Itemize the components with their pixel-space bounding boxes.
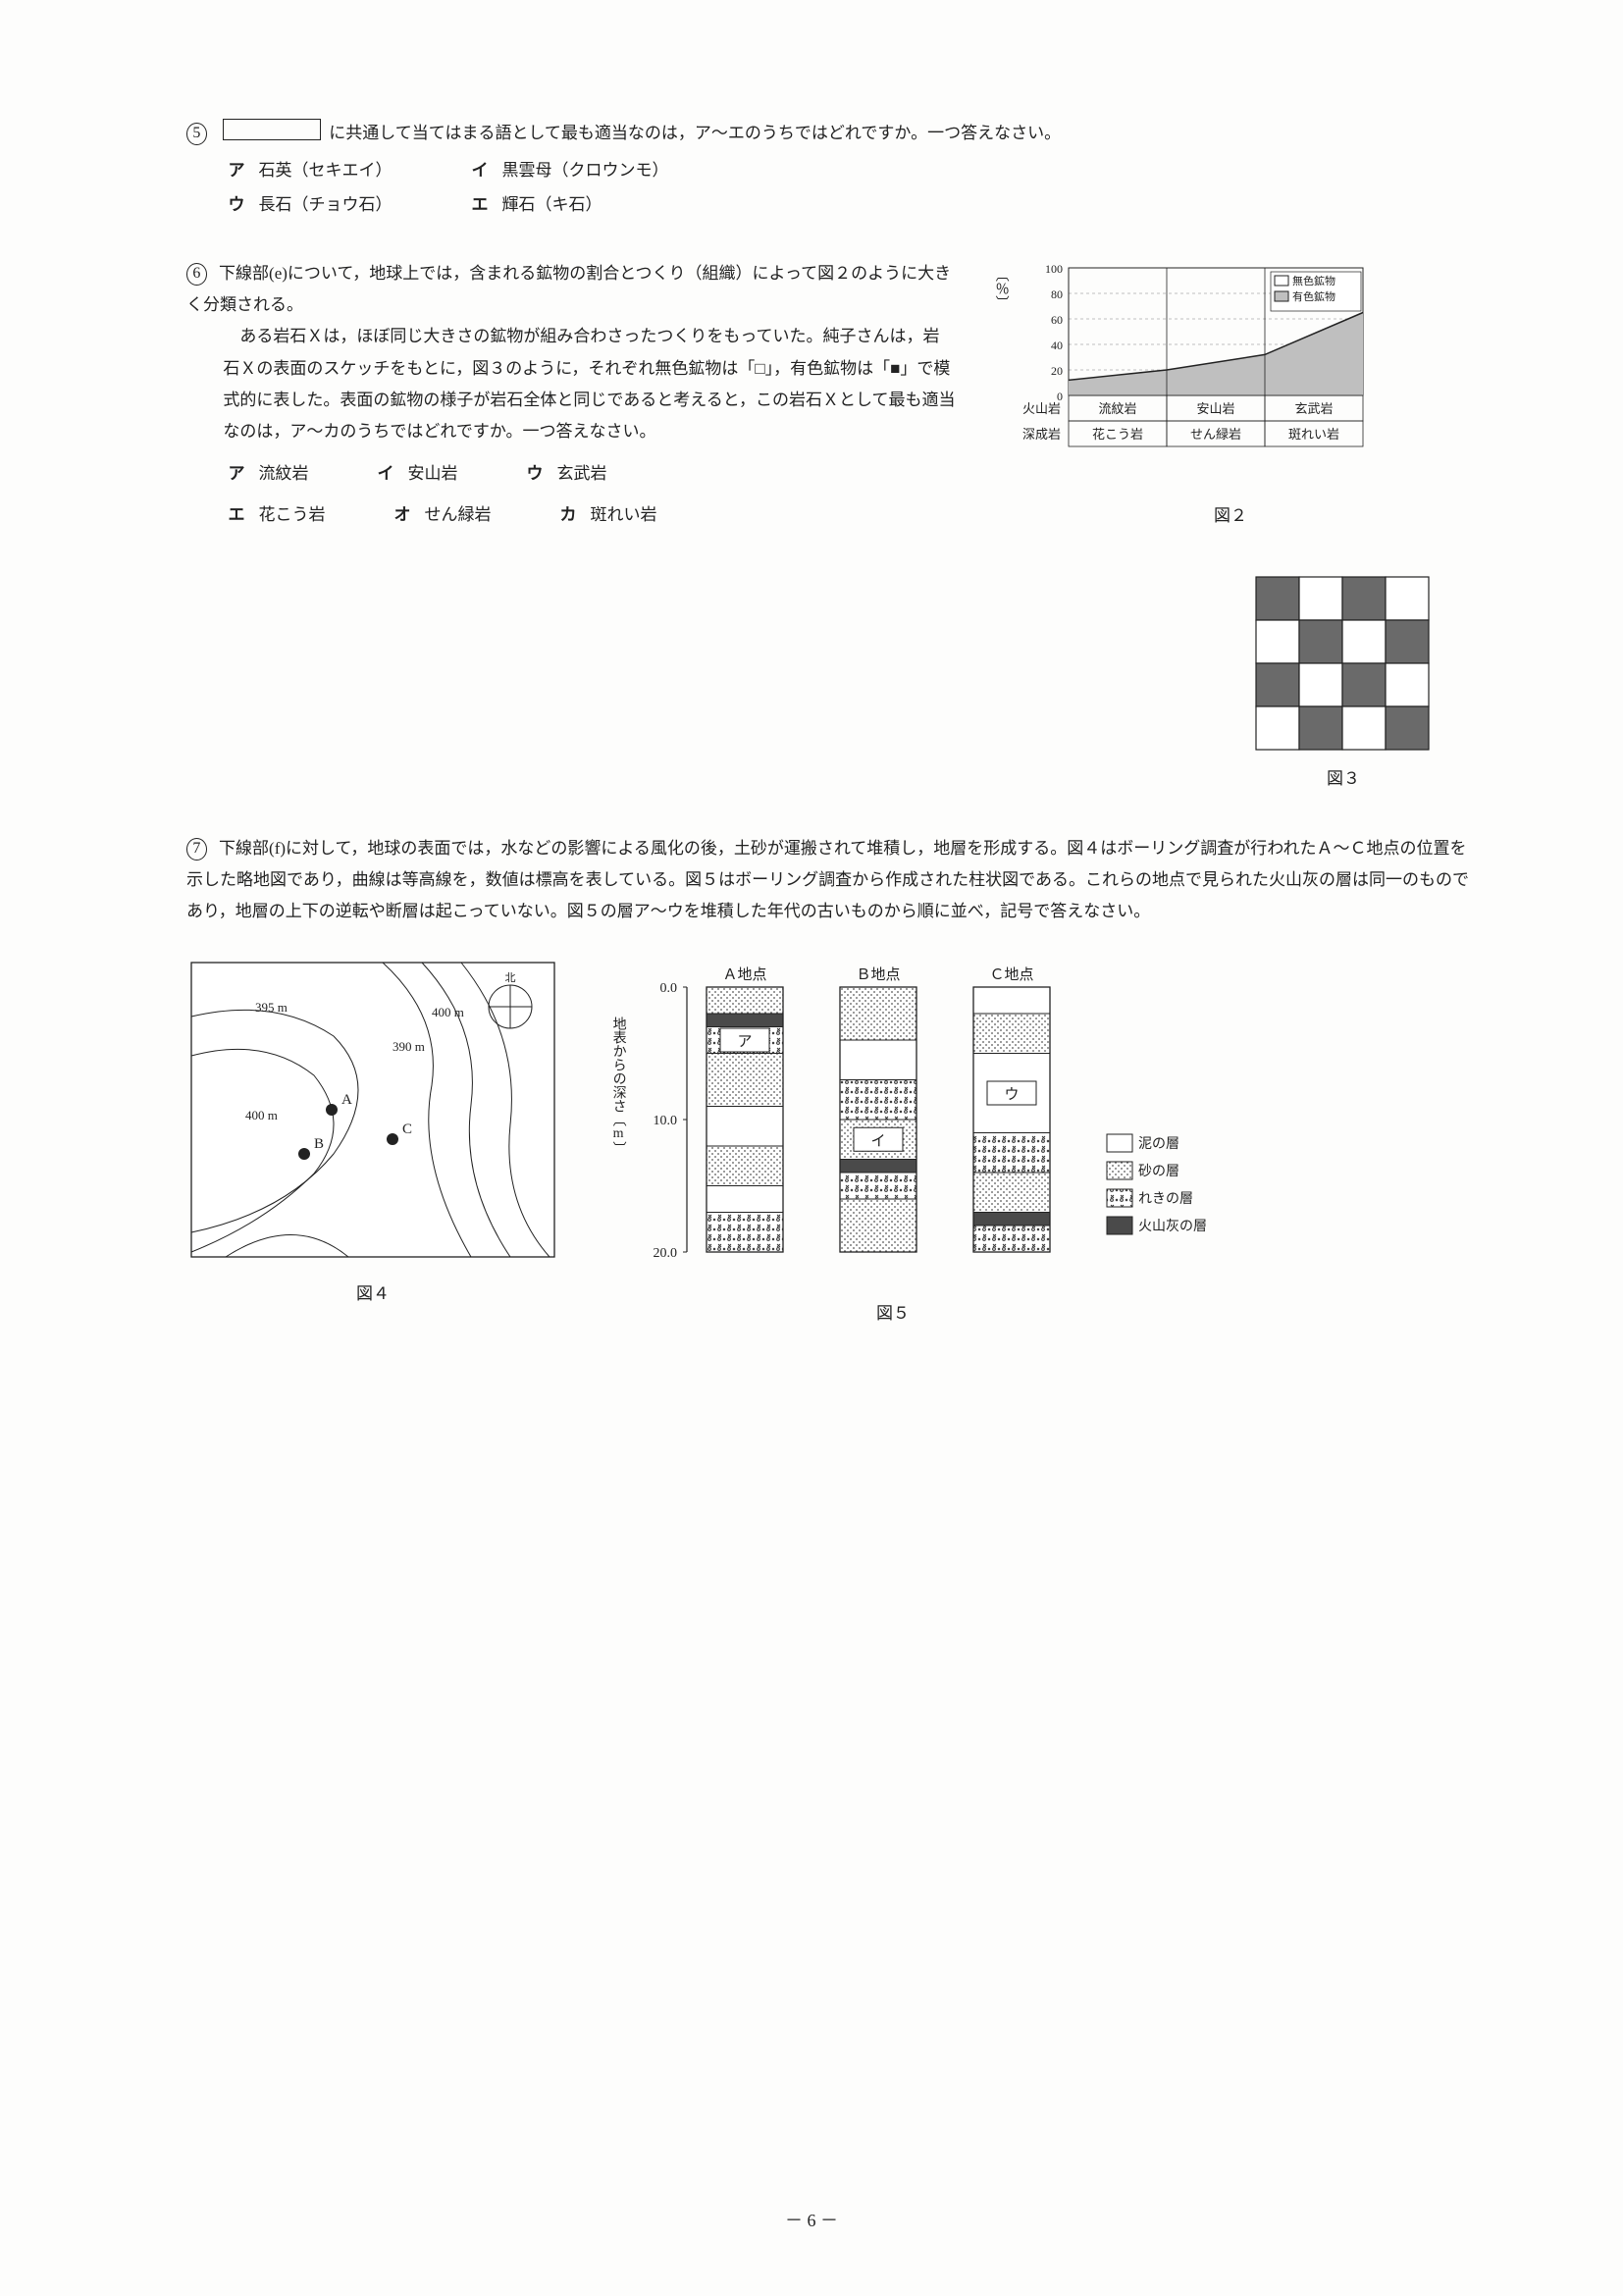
svg-text:ウ: ウ xyxy=(1004,1086,1019,1103)
svg-text:400 m: 400 m xyxy=(245,1108,278,1122)
svg-text:斑れい岩: 斑れい岩 xyxy=(1288,427,1339,442)
q6-para2: ある岩石Ｘは，ほぼ同じ大きさの鉱物が組み合わさったつくりをもっていた。純子さんは… xyxy=(186,321,956,447)
svg-text:20.0: 20.0 xyxy=(654,1246,678,1261)
question-5: 5 に共通して当てはまる語として最も適当なのは，ア〜エのうちではどれですか。一つ… xyxy=(186,118,1476,221)
q7-text: 下線部(f)に対して，地球の表面では，水などの影響による風化の後，土砂が運搬され… xyxy=(186,839,1469,921)
question-7: 7 下線部(f)に対して，地球の表面では，水などの影響による風化の後，土砂が運搬… xyxy=(186,833,1476,1330)
fig2-chart: 含まれる鉱物の割合〔％〕020406080100無色鉱物有色鉱物火山岩深成岩流紋… xyxy=(985,258,1456,484)
svg-text:火山岩: 火山岩 xyxy=(1022,401,1061,416)
svg-text:流紋岩: 流紋岩 xyxy=(1098,401,1136,416)
svg-text:ア: ア xyxy=(737,1034,752,1050)
q5-number: 5 xyxy=(186,123,207,145)
svg-text:A: A xyxy=(341,1092,352,1108)
q6-figures: 含まれる鉱物の割合〔％〕020406080100無色鉱物有色鉱物火山岩深成岩流紋… xyxy=(985,258,1476,796)
choice-5-i: イ黒雲母（クロウンモ） xyxy=(472,155,669,186)
question-6: 6 下線部(e)について，地球上では，含まれる鉱物の割合とつくり（組織）によって… xyxy=(186,258,1476,796)
choice-6-ka: カ斑れい岩 xyxy=(560,499,657,531)
svg-text:火山灰の層: 火山灰の層 xyxy=(1138,1219,1207,1234)
choice-6-e: エ花こう岩 xyxy=(229,499,326,531)
fig3-caption: 図３ xyxy=(1250,763,1437,795)
svg-text:イ: イ xyxy=(870,1133,885,1149)
q7-number: 7 xyxy=(186,838,207,861)
fig5-caption: 図５ xyxy=(442,1298,1344,1330)
svg-text:0.0: 0.0 xyxy=(660,981,678,996)
fig2-caption: 図２ xyxy=(985,500,1476,532)
svg-text:有色鉱物: 有色鉱物 xyxy=(1292,289,1335,303)
svg-text:390 m: 390 m xyxy=(393,1039,425,1054)
svg-text:砂の層: 砂の層 xyxy=(1138,1164,1179,1179)
q6-choices-row1: ア流紋岩 イ安山岩 ウ玄武岩 xyxy=(186,458,956,490)
q5-choices: ア石英（セキエイ） イ黒雲母（クロウンモ） ウ長石（チョウ石） エ輝石（キ石） xyxy=(186,155,1476,221)
q6-choices-row2: エ花こう岩 オせん緑岩 カ斑れい岩 xyxy=(186,499,956,531)
svg-text:玄武岩: 玄武岩 xyxy=(1294,401,1333,416)
q6-para1: 下線部(e)について，地球上では，含まれる鉱物の割合とつくり（組織）によって図２… xyxy=(186,264,951,314)
svg-text:安山岩: 安山岩 xyxy=(1196,401,1234,416)
svg-text:れきの層: れきの層 xyxy=(1138,1191,1193,1207)
q6-number: 6 xyxy=(186,263,207,286)
svg-text:20: 20 xyxy=(1051,364,1063,378)
svg-text:Ｃ地点: Ｃ地点 xyxy=(989,966,1033,983)
q6-body: 6 下線部(e)について，地球上では，含まれる鉱物の割合とつくり（組織）によって… xyxy=(186,258,956,531)
svg-text:B: B xyxy=(314,1136,324,1152)
svg-text:80: 80 xyxy=(1051,287,1063,301)
svg-text:40: 40 xyxy=(1051,339,1063,352)
figure-3: 図３ xyxy=(985,571,1476,795)
choice-6-a: ア流紋岩 xyxy=(229,458,309,490)
svg-text:395 m: 395 m xyxy=(255,1000,288,1015)
figure-5: 地表からの深さ〔m〕0.010.020.0Ａ地点アＢ地点イＣ地点ウ泥の層砂の層れ… xyxy=(599,958,1344,1331)
choice-6-o: オせん緑岩 xyxy=(394,499,492,531)
q5-text: に共通して当てはまる語として最も適当なのは，ア〜エのうちではどれですか。一つ答え… xyxy=(329,124,1061,142)
page-number: － 6 － xyxy=(0,2204,1623,2237)
svg-text:60: 60 xyxy=(1051,313,1063,327)
choice-5-a: ア石英（セキエイ） xyxy=(229,155,425,186)
svg-text:10.0: 10.0 xyxy=(654,1114,678,1128)
blank-box xyxy=(223,119,321,140)
svg-text:せん緑岩: せん緑岩 xyxy=(1190,427,1241,442)
fig4-map: 北 395 m 400 m 390 m 400 m A B C xyxy=(186,958,559,1262)
svg-text:深成岩: 深成岩 xyxy=(1022,427,1061,442)
q5-stem: 5 に共通して当てはまる語として最も適当なのは，ア〜エのうちではどれですか。一つ… xyxy=(186,118,1476,149)
choice-5-e: エ輝石（キ石） xyxy=(472,189,668,221)
svg-text:C: C xyxy=(402,1122,412,1137)
svg-text:Ｂ地点: Ｂ地点 xyxy=(856,966,900,983)
svg-text:北: 北 xyxy=(505,971,516,984)
choice-6-u: ウ玄武岩 xyxy=(527,458,607,490)
choice-6-i: イ安山岩 xyxy=(378,458,458,490)
choice-5-u: ウ長石（チョウ石） xyxy=(229,189,425,221)
svg-text:Ａ地点: Ａ地点 xyxy=(722,966,766,983)
svg-text:100: 100 xyxy=(1045,262,1063,276)
svg-text:無色鉱物: 無色鉱物 xyxy=(1292,274,1335,287)
figure-4: 北395 m400 m390 m400 mABC 図４ xyxy=(186,958,559,1311)
figure-2: 含まれる鉱物の割合〔％〕020406080100無色鉱物有色鉱物火山岩深成岩流紋… xyxy=(985,258,1476,533)
svg-text:花こう岩: 花こう岩 xyxy=(1092,427,1143,442)
svg-text:泥の層: 泥の層 xyxy=(1138,1136,1179,1152)
fig3-grid xyxy=(1250,571,1437,757)
fig5-columns: 地表からの深さ〔m〕0.010.020.0Ａ地点アＢ地点イＣ地点ウ泥の層砂の層れ… xyxy=(599,958,1344,1281)
svg-text:400 m: 400 m xyxy=(432,1005,464,1019)
